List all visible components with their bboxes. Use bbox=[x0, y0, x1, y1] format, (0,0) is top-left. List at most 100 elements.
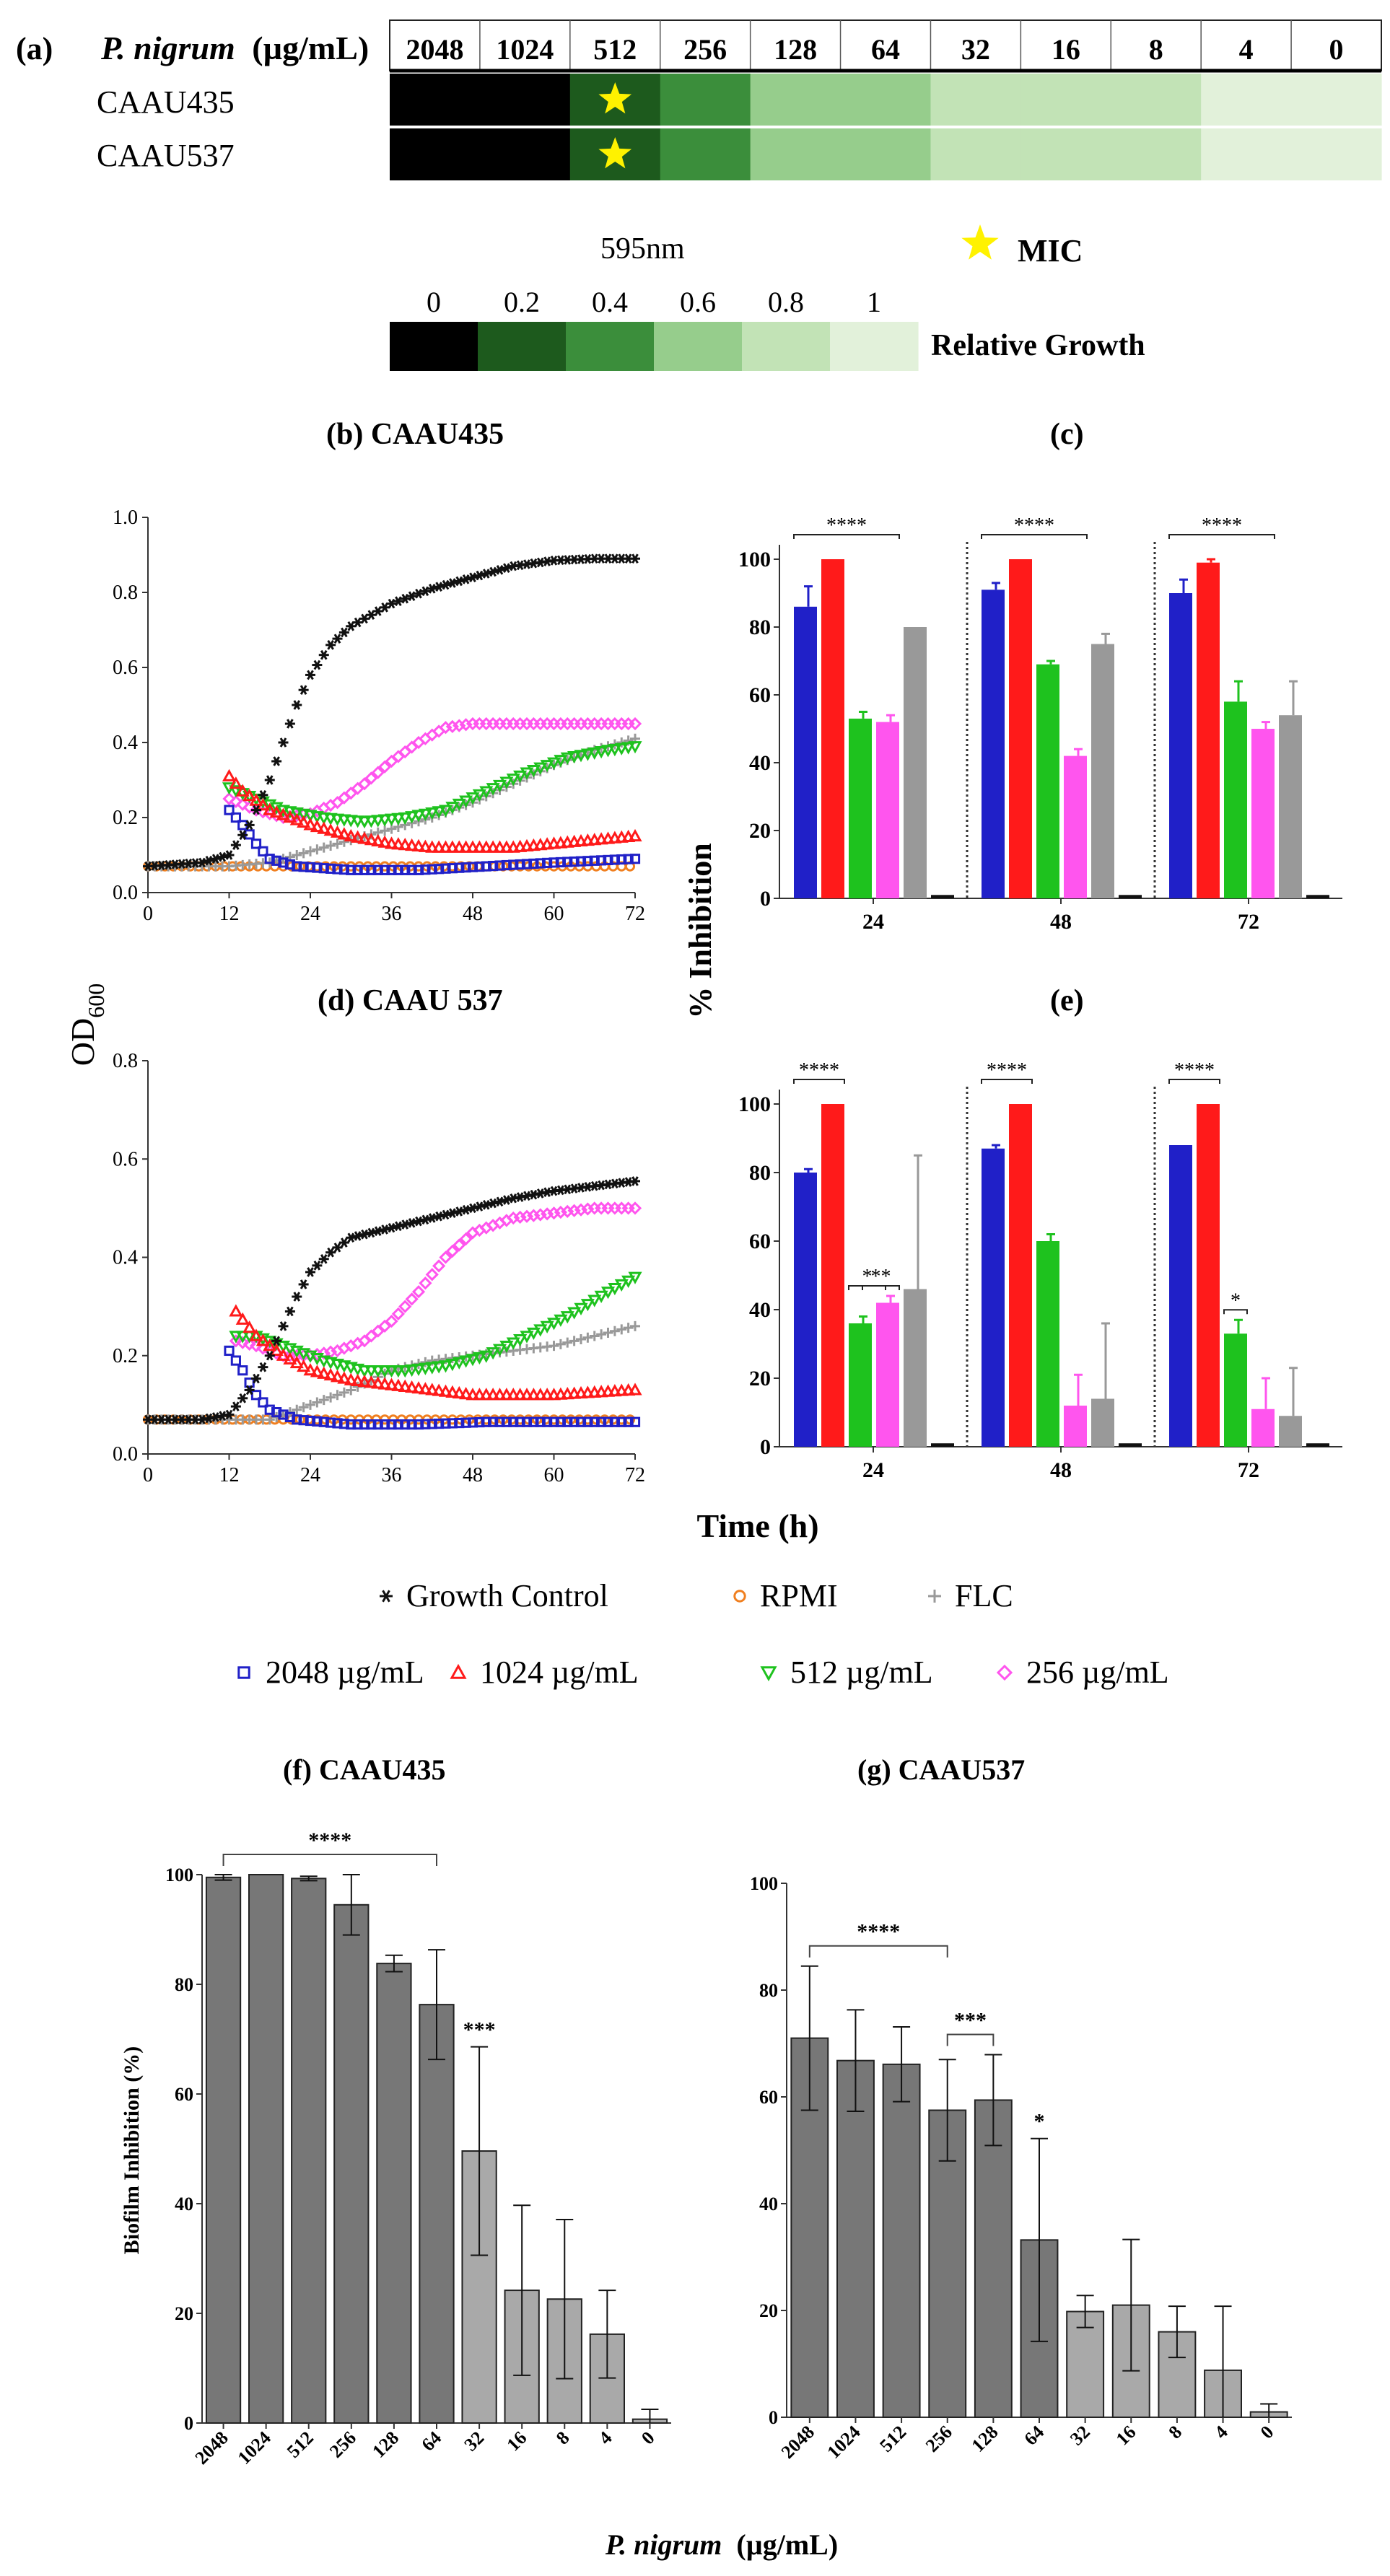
significance-bracket bbox=[981, 534, 1088, 539]
curve-point bbox=[533, 1324, 548, 1337]
bar bbox=[1279, 1416, 1302, 1447]
curve-point bbox=[421, 586, 429, 597]
curve-point bbox=[569, 1416, 580, 1427]
scale-tick: 0.8 bbox=[768, 286, 804, 318]
curve-point bbox=[533, 1388, 548, 1401]
curve-point bbox=[589, 1331, 600, 1341]
legend-label: 2048 µg/mL bbox=[266, 1655, 424, 1690]
curve-point bbox=[264, 854, 275, 864]
heat-cell bbox=[1291, 74, 1382, 126]
curve-point bbox=[408, 591, 416, 602]
curve-point bbox=[264, 1404, 275, 1415]
curve-point bbox=[621, 717, 635, 731]
significance-label: **** bbox=[857, 1920, 900, 1944]
curve-point bbox=[276, 1348, 291, 1361]
series-growth-control bbox=[143, 1176, 640, 1425]
curve-point bbox=[546, 1388, 561, 1401]
curve-point bbox=[554, 1314, 568, 1327]
curve-point bbox=[621, 829, 636, 842]
curve-point bbox=[473, 717, 486, 731]
curve-point bbox=[354, 617, 362, 628]
curve-point bbox=[255, 1333, 270, 1346]
curve-point bbox=[594, 1290, 608, 1303]
curve-point bbox=[520, 1388, 534, 1401]
curve-point bbox=[428, 1213, 436, 1223]
y-tick-label: 20 bbox=[749, 819, 771, 843]
curve-point bbox=[312, 844, 323, 855]
curve-point bbox=[298, 862, 309, 872]
curve-point bbox=[298, 1415, 309, 1426]
significance-label: **** bbox=[1014, 514, 1054, 537]
curve-point bbox=[364, 1375, 378, 1388]
x-tick-label: 512 bbox=[283, 2427, 318, 2462]
curve-point bbox=[391, 812, 406, 825]
curve-point bbox=[486, 717, 500, 731]
mic-label: MIC bbox=[1018, 233, 1083, 268]
curve-point bbox=[438, 840, 453, 853]
curve-point bbox=[570, 554, 578, 565]
curve-point bbox=[492, 1344, 507, 1357]
concentration-label: 2048 bbox=[406, 33, 463, 66]
curve-point bbox=[434, 1419, 445, 1429]
curve-point bbox=[580, 1299, 595, 1312]
heat-cell bbox=[1020, 74, 1111, 126]
y-tick-label: 0.8 bbox=[113, 582, 138, 604]
curve-point bbox=[405, 1380, 419, 1393]
x-tick-label: 1024 bbox=[823, 2422, 864, 2463]
curve-point bbox=[378, 760, 392, 774]
y-tick-label: 0.6 bbox=[113, 1148, 138, 1170]
curve-point bbox=[535, 1416, 546, 1427]
curve-point bbox=[310, 819, 324, 833]
significance-label: **** bbox=[1202, 514, 1242, 537]
x-tick-label: 512 bbox=[875, 2422, 910, 2456]
curve-point bbox=[459, 1387, 473, 1400]
curve-point bbox=[577, 1183, 585, 1193]
curve-point bbox=[357, 1365, 372, 1378]
growth-chart-caau435: 0.0 0.2 0.4 0.6 0.8 1.0 0 12 24 36 48 60 72 bbox=[113, 507, 645, 925]
curve-point bbox=[255, 798, 270, 811]
curve-point bbox=[445, 1359, 460, 1372]
curve-point bbox=[562, 1416, 573, 1427]
heat-strain-labels: CAAU435 CAAU537 bbox=[97, 84, 235, 173]
curve-point bbox=[406, 864, 417, 875]
curve-point bbox=[258, 1397, 268, 1408]
curve-point bbox=[357, 777, 372, 791]
curve-point bbox=[546, 757, 561, 770]
curve-point bbox=[515, 1416, 525, 1427]
curve-point bbox=[476, 1201, 484, 1212]
bar bbox=[205, 1876, 242, 2424]
bar bbox=[1306, 1443, 1329, 1447]
curve-point bbox=[367, 1227, 375, 1238]
curve-point bbox=[225, 1409, 233, 1420]
biofilm-xlabel-species: P. nigrum bbox=[605, 2528, 722, 2561]
curve-point bbox=[615, 717, 629, 731]
legend-label: 512 µg/mL bbox=[790, 1655, 933, 1690]
curve-point bbox=[411, 810, 426, 823]
heat-cell bbox=[479, 74, 571, 126]
curve-point bbox=[601, 1201, 615, 1215]
curve-point bbox=[454, 862, 465, 873]
curve-point bbox=[418, 1382, 432, 1395]
curve-point bbox=[621, 1383, 636, 1396]
curve-point bbox=[584, 1182, 592, 1192]
curve-point bbox=[618, 1178, 626, 1188]
y-tick-label: 80 bbox=[175, 1974, 193, 1995]
significance-label: * bbox=[1034, 2110, 1045, 2134]
curve-point bbox=[603, 1416, 613, 1427]
curve-point bbox=[611, 1178, 618, 1189]
curve-point bbox=[242, 1337, 256, 1351]
significance-label: **** bbox=[826, 514, 867, 537]
x-tick-label: 0 bbox=[1256, 2422, 1278, 2443]
curve-point bbox=[533, 762, 548, 775]
heat-header-box bbox=[389, 19, 1382, 71]
curve-point bbox=[489, 566, 497, 577]
curve-point bbox=[499, 1341, 514, 1354]
curve-point bbox=[222, 768, 237, 781]
curve-point bbox=[460, 862, 471, 873]
curve-point bbox=[467, 1417, 478, 1428]
panel-b-title: (b) CAAU435 bbox=[326, 418, 504, 451]
curve-point bbox=[391, 1378, 406, 1391]
curve-point bbox=[513, 717, 527, 731]
curve-point bbox=[317, 821, 331, 834]
x-tick-label: 72 bbox=[1238, 1458, 1259, 1482]
